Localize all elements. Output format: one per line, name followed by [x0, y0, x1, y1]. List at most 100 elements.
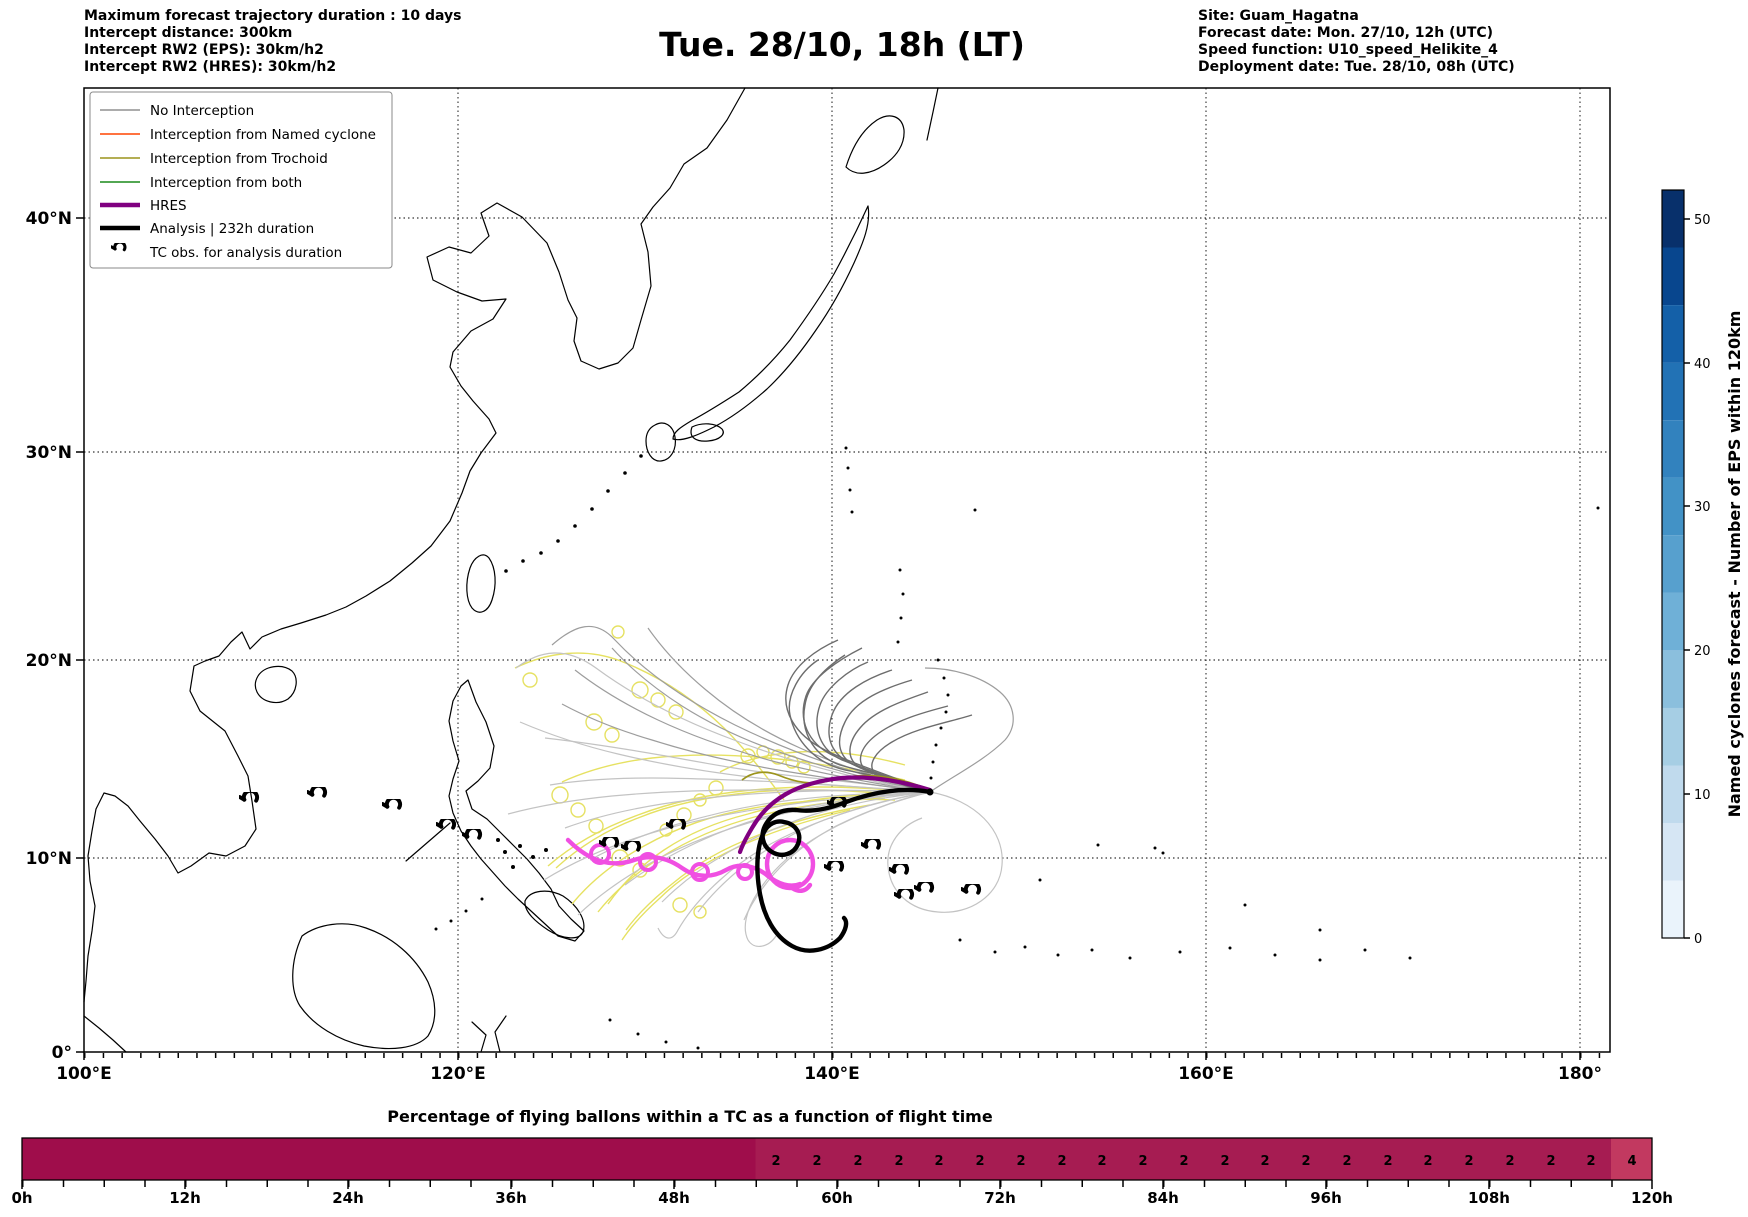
header-right-line-3: Speed function: U10_speed_Helikite_4 — [1198, 42, 1498, 58]
header-left-block: Maximum forecast trajectory duration : 1… — [84, 8, 461, 75]
coastline-honshu — [672, 205, 870, 441]
tc-cyclone-icon — [239, 792, 260, 803]
cell-value: 2 — [1546, 1154, 1555, 1169]
header-right-line-2: Forecast date: Mon. 27/10, 12h (UTC) — [1198, 25, 1493, 41]
coastlines — [83, 87, 1600, 1053]
trochoid-loops — [522, 625, 811, 919]
legend-label-named-cyclone: Interception from Named cyclone — [150, 127, 376, 143]
colorbar-tick-30: 30 — [1694, 500, 1711, 515]
coastline-kyushu — [645, 422, 676, 462]
cell-value: 2 — [1464, 1154, 1473, 1169]
flight-bar-title: Percentage of flying ballons within a TC… — [387, 1107, 993, 1126]
y-tick-20n: 20°N — [26, 651, 72, 671]
y-tick-0: 0° — [52, 1043, 72, 1063]
y-tick-40n: 40°N — [26, 209, 72, 229]
map-legend: No Interception Interception from Named … — [89, 91, 393, 269]
colorbar: 0 10 20 30 40 50 Named cyclones forecast… — [1661, 189, 1744, 947]
legend-label-no-interception: No Interception — [150, 103, 254, 119]
cell-value: 2 — [771, 1154, 780, 1169]
flight-tick-108h: 108h — [1468, 1189, 1510, 1207]
flight-tick-60h: 60h — [821, 1189, 853, 1207]
cell-value: 2 — [1383, 1154, 1392, 1169]
flight-tick-48h: 48h — [658, 1189, 690, 1207]
map-axis-labels: 100°E 120°E 140°E 160°E 180° 0° 10°N 20°… — [26, 209, 1602, 1084]
header-left-line-2: Intercept distance: 300km — [84, 25, 292, 41]
flight-time-bar: Percentage of flying ballons within a TC… — [11, 1107, 1673, 1207]
header-left-line-3: Intercept RW2 (EPS): 30km/h2 — [84, 42, 324, 58]
coastline-hainan — [254, 665, 297, 704]
cell-value: 2 — [1220, 1154, 1229, 1169]
flight-tick-12h: 12h — [169, 1189, 201, 1207]
tc-cyclone-icon — [824, 861, 845, 872]
legend-label-tc-obs: TC obs. for analysis duration — [149, 245, 342, 261]
coastline-asia-mainland — [83, 87, 746, 1003]
cell-value: 2 — [1342, 1154, 1351, 1169]
tc-cyclone-icon — [621, 841, 642, 852]
tc-cyclone-icon — [599, 837, 620, 848]
coastline-palawan — [405, 822, 451, 862]
cell-value: 2 — [975, 1154, 984, 1169]
colorbar-label: Named cyclones forecast - Number of EPS … — [1725, 311, 1744, 818]
coastline-mindanao — [524, 890, 585, 939]
flight-tick-0h: 0h — [11, 1189, 32, 1207]
colorbar-tick-0: 0 — [1694, 932, 1702, 947]
colorbar-tick-10: 10 — [1694, 788, 1711, 803]
header-right-line-1: Site: Guam_Hagatna — [1198, 8, 1359, 24]
hres-track — [737, 775, 933, 855]
tc-cyclone-icon — [894, 889, 915, 900]
flight-tick-120h: 120h — [1631, 1189, 1673, 1207]
cell-value: 2 — [1260, 1154, 1269, 1169]
map-gridlines — [84, 88, 1610, 1052]
page-title: Tue. 28/10, 18h (LT) — [659, 25, 1025, 64]
coastline-shikoku — [690, 423, 724, 442]
colorbar-tick-40: 40 — [1694, 357, 1711, 372]
flight-tick-72h: 72h — [984, 1189, 1016, 1207]
cell-value: 2 — [1016, 1154, 1025, 1169]
x-tick-120e: 120°E — [430, 1064, 486, 1084]
coastline-philippines-luzon — [448, 679, 585, 942]
analysis-track — [755, 787, 933, 953]
y-tick-10n: 10°N — [26, 849, 72, 869]
tc-cyclone-icon — [382, 799, 403, 810]
tc-cyclone-icon — [914, 882, 935, 893]
cell-value: 4 — [1627, 1154, 1636, 1169]
cell-value: 2 — [934, 1154, 943, 1169]
flight-tick-24h: 24h — [332, 1189, 364, 1207]
coastline-hokkaido — [845, 115, 905, 174]
header-left-line-4: Intercept RW2 (HRES): 30km/h2 — [84, 59, 336, 75]
colorbar-tick-50: 50 — [1694, 213, 1711, 228]
observed-tc-track — [565, 837, 816, 894]
coastline-borneo — [292, 923, 436, 1050]
x-tick-100e: 100°E — [56, 1064, 112, 1084]
legend-label-both: Interception from both — [150, 175, 302, 191]
cell-value: 2 — [1505, 1154, 1514, 1169]
cell-value: 2 — [1301, 1154, 1310, 1169]
y-tick-30n: 30°N — [26, 443, 72, 463]
header-right-block: Site: Guam_Hagatna Forecast date: Mon. 2… — [1198, 8, 1515, 75]
coastline-sulawesi — [471, 1015, 507, 1053]
header-left-line-1: Maximum forecast trajectory duration : 1… — [84, 8, 461, 24]
tc-cyclone-icon — [307, 787, 328, 798]
x-tick-180: 180° — [1558, 1064, 1602, 1084]
cell-value: 2 — [812, 1154, 821, 1169]
coastline-sakhalin — [926, 87, 939, 141]
x-tick-160e: 160°E — [1178, 1064, 1234, 1084]
coastline-taiwan — [466, 554, 496, 613]
flight-bar-tick-labels: 0h 12h 24h 36h 48h 60h 72h 84h 96h 108h … — [11, 1189, 1673, 1207]
tc-cyclone-icon — [961, 884, 982, 895]
flight-bar-cell-values: 2 2 2 2 2 2 2 2 2 2 2 2 2 2 2 2 2 2 2 2 … — [771, 1154, 1636, 1169]
flight-tick-96h: 96h — [1310, 1189, 1342, 1207]
cell-value: 2 — [894, 1154, 903, 1169]
tc-cyclone-icon — [889, 864, 910, 875]
coastline-sumatra — [83, 1015, 127, 1053]
cell-value: 2 — [1138, 1154, 1147, 1169]
cell-value: 2 — [1179, 1154, 1188, 1169]
flight-tick-84h: 84h — [1147, 1189, 1179, 1207]
cell-value: 2 — [1097, 1154, 1106, 1169]
cell-value: 2 — [1057, 1154, 1066, 1169]
tc-obs-symbols — [239, 787, 982, 900]
tc-cyclone-icon — [462, 829, 483, 840]
colorbar-tick-20: 20 — [1694, 644, 1711, 659]
